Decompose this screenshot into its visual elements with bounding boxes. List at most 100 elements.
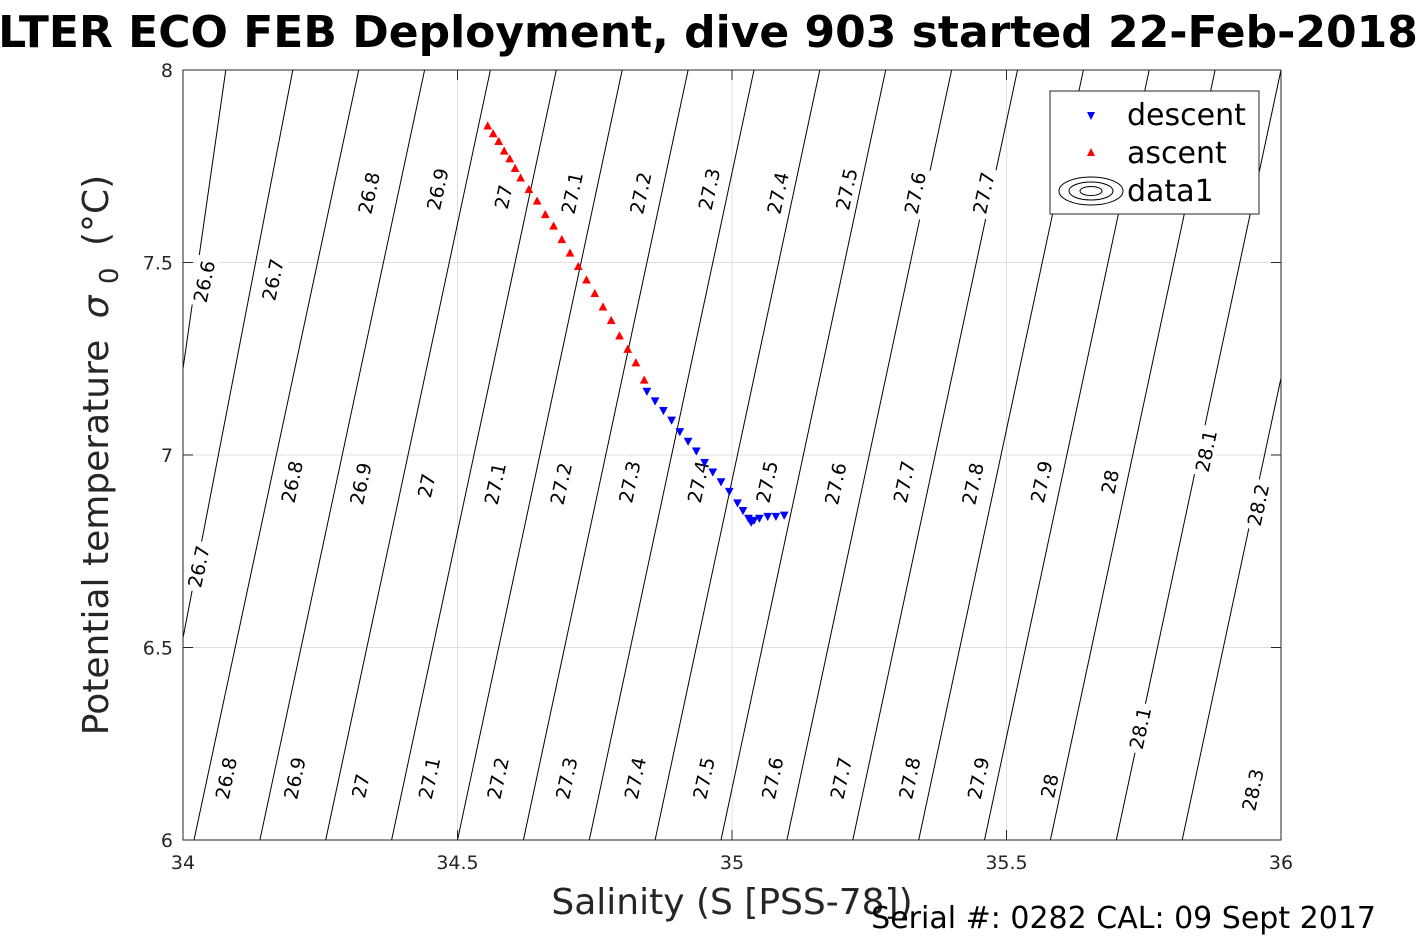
contour-label-bg xyxy=(618,751,651,805)
ascent-point-18 xyxy=(615,331,624,340)
contour-line-27-1 xyxy=(391,70,557,840)
y-axis-label-unit: (°C) xyxy=(76,175,117,246)
descent-point-19 xyxy=(779,511,789,520)
y-tick-label-0: 6 xyxy=(161,830,173,852)
contour-label-25: 28 xyxy=(1096,465,1125,498)
descent-point-16 xyxy=(754,514,764,524)
descent-point-1 xyxy=(650,397,660,406)
contour-label-bg xyxy=(756,751,789,805)
contour-label-bg xyxy=(489,180,517,213)
ascent-point-4 xyxy=(505,154,515,163)
contour-line-28-3 xyxy=(1181,377,1281,840)
ascent-point-10 xyxy=(549,221,559,230)
descent-point-12 xyxy=(738,507,748,516)
y-tick-label-4: 8 xyxy=(161,60,173,82)
x-tick-label-1: 34.5 xyxy=(436,852,478,874)
ascent-point-5 xyxy=(510,163,520,172)
contour-label-bg xyxy=(182,539,215,594)
legend[interactable]: descent ascent data1 xyxy=(1049,90,1260,215)
contour-label-bg xyxy=(613,455,646,509)
contour-label-bg xyxy=(893,751,926,805)
contour-label-bg xyxy=(693,162,726,216)
contour-label-bg xyxy=(478,456,511,511)
x-tick-label-2: 35 xyxy=(720,852,744,874)
contour-label-bg xyxy=(887,455,920,509)
ascent-point-9 xyxy=(540,209,550,219)
contour-label-30: 27 xyxy=(346,769,375,802)
contour-label-bg xyxy=(750,455,783,509)
descent-point-3 xyxy=(667,416,677,425)
ascent-point-2 xyxy=(494,136,504,145)
contour-label-bg xyxy=(346,769,375,802)
ascent-point-12 xyxy=(565,248,575,257)
contour-label-bg xyxy=(1236,763,1269,817)
contour-label-1: 26.7 xyxy=(256,252,289,307)
ascent-point-3 xyxy=(499,146,509,155)
descent-point-2 xyxy=(658,406,668,416)
contour-label-bg xyxy=(1025,455,1058,509)
contour-label-bg xyxy=(819,456,852,511)
legend-descent-label: descent xyxy=(1127,98,1246,133)
legend-box xyxy=(1049,90,1260,215)
descent-point-17 xyxy=(763,512,773,522)
contour-label-4: 27 xyxy=(489,180,518,213)
contour-label-bg xyxy=(256,252,289,307)
contour-label-bg xyxy=(555,166,588,220)
contour-line-26-8 xyxy=(193,70,360,840)
contour-label-10: 27.6 xyxy=(898,166,931,220)
descent-point-15 xyxy=(749,516,759,526)
contour-line-26-6 xyxy=(183,70,227,369)
descent-point-11 xyxy=(733,499,742,508)
contour-label-bg xyxy=(962,751,995,805)
contour-label-bg xyxy=(682,455,715,509)
ascent-point-1 xyxy=(488,128,498,138)
contour-line-27-2 xyxy=(457,70,623,840)
x-axis: 34 34.5 35 35.5 36 xyxy=(171,70,1293,874)
contour-label-bg xyxy=(1242,478,1275,532)
ascent-point-7 xyxy=(524,184,534,194)
descent-point-18 xyxy=(771,512,781,522)
ascent-point-8 xyxy=(532,196,542,205)
contour-label-text: 28 xyxy=(1037,772,1064,800)
contour-label-text: 27 xyxy=(348,772,375,800)
ascent-point-6 xyxy=(516,173,526,182)
contour-label-bg xyxy=(278,751,311,805)
y-axis-label-sigma: σ xyxy=(76,294,117,318)
contour-label-bg xyxy=(481,751,514,805)
y-tick-label-3: 7.5 xyxy=(143,253,173,275)
contour-label-bg xyxy=(956,456,989,511)
contour-label-text: 27 xyxy=(414,472,441,500)
y-axis-label-subscript: 0 xyxy=(95,267,125,284)
contour-label-bg xyxy=(824,751,857,805)
contour-label-bg xyxy=(1096,465,1124,498)
contour-label-0: 26.6 xyxy=(188,254,220,309)
contour-label-19: 27.4 xyxy=(682,455,715,509)
contour-label-bg xyxy=(898,166,931,220)
contour-label-bg xyxy=(412,469,441,502)
contour-label-text: 28 xyxy=(1098,468,1125,496)
contour-label-16: 27.1 xyxy=(478,456,511,511)
contour-label-bg xyxy=(209,751,242,805)
y-axis: 6 6.5 7 7.5 8 xyxy=(143,60,1281,852)
contour-label-bg xyxy=(1189,424,1222,478)
y-tick-label-2: 7 xyxy=(161,445,173,467)
ascent-point-21 xyxy=(639,375,649,384)
contour-label-text: 27 xyxy=(491,183,518,211)
descent-point-4 xyxy=(675,428,685,437)
ascent-point-15 xyxy=(590,288,600,298)
x-axis-label: Salinity (S [PSS-78]) xyxy=(551,882,912,923)
contour-line-26-9 xyxy=(259,70,426,840)
legend-descent-marker xyxy=(1087,112,1095,120)
contour-label-bg xyxy=(413,751,446,805)
legend-contour-icon xyxy=(1058,176,1124,206)
contour-line-27-4 xyxy=(588,70,755,840)
contour-label-36: 27.6 xyxy=(756,751,789,805)
x-tick-label-0: 34 xyxy=(171,852,195,874)
descent-point-6 xyxy=(691,447,701,456)
descent-point-7 xyxy=(700,458,710,468)
descent-point-8 xyxy=(708,468,718,477)
y-axis-label-text: Potential temperature xyxy=(76,340,117,735)
ascent-point-14 xyxy=(582,275,591,284)
contour-label-bg xyxy=(275,455,308,509)
